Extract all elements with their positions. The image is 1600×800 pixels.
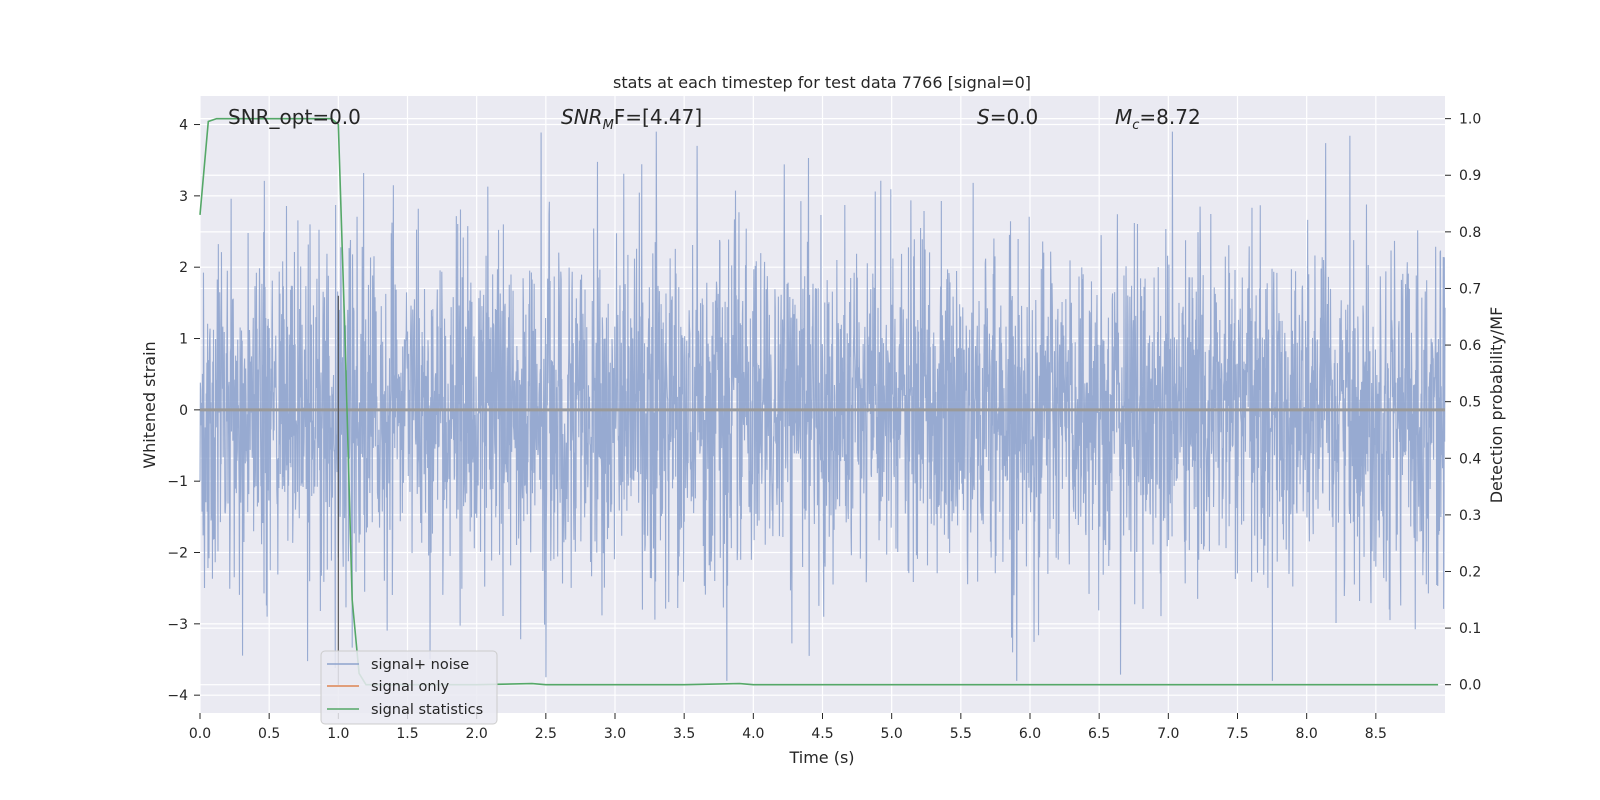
y-left-tick-label-5: 1: [179, 332, 188, 348]
y-right-tick-label-9: 0.9: [1459, 168, 1481, 184]
x-tick-label-8: 4.0: [742, 726, 764, 742]
y-right-tick-label-10: 1.0: [1459, 112, 1481, 128]
annotation-snr-mf-main: SNR: [561, 105, 603, 129]
y-left-tick-label-8: 4: [179, 118, 188, 134]
series-signal-noise: [199, 131, 1446, 681]
x-tick-label-4: 2.0: [466, 726, 488, 742]
y-right-tick-label-4: 0.4: [1459, 451, 1481, 467]
x-tick-label-13: 6.5: [1088, 726, 1110, 742]
annotation-mc-rest: =8.72: [1139, 105, 1200, 129]
legend-label-signal-noise: signal+ noise: [371, 657, 469, 673]
x-tick-label-5: 2.5: [535, 726, 557, 742]
series-signal-noise-line: [199, 131, 1446, 681]
x-tick-label-2: 1.0: [327, 726, 349, 742]
annotation-snr-mf-sub: M: [603, 118, 614, 133]
y-right-tick-label-5: 0.5: [1459, 395, 1481, 411]
y-left-tick-label-6: 2: [179, 260, 188, 276]
annotation-s-rest: =0.0: [990, 105, 1039, 129]
legend-label-signal-only: signal only: [371, 679, 450, 695]
y-right-tick-label-0: 0.0: [1459, 678, 1481, 694]
y-right-tick-label-1: 0.1: [1459, 621, 1481, 637]
annotation-snr-opt: SNR_opt=0.0: [228, 105, 361, 129]
y-left-tick-label-1: −3: [167, 617, 188, 633]
x-tick-label-16: 8.0: [1296, 726, 1318, 742]
x-axis-label: Time (s): [788, 748, 854, 767]
y-right-tick-label-8: 0.8: [1459, 225, 1481, 241]
legend-label-signal-statistics: signal statistics: [371, 702, 483, 718]
y-axis-left-ticks: −4 −3 −2 −1 0 1 2 3 4: [167, 118, 200, 704]
x-tick-label-7: 3.5: [673, 726, 695, 742]
y-left-tick-label-7: 3: [179, 189, 188, 205]
x-tick-label-10: 5.0: [881, 726, 903, 742]
y-left-tick-label-0: −4: [167, 688, 188, 704]
x-tick-label-12: 6.0: [1019, 726, 1041, 742]
x-tick-label-17: 8.5: [1365, 726, 1387, 742]
x-tick-label-6: 3.0: [604, 726, 626, 742]
annotation-snr-mf-rest: F=[4.47]: [614, 105, 702, 129]
annotation-s-main: S: [977, 105, 990, 129]
annotation-s: S=0.0: [977, 105, 1038, 129]
x-tick-label-14: 7.0: [1157, 726, 1179, 742]
y-right-tick-label-3: 0.3: [1459, 508, 1481, 524]
y-left-tick-label-4: 0: [179, 403, 188, 419]
y-left-tick-label-3: −1: [167, 474, 188, 490]
y-left-tick-label-2: −2: [167, 546, 188, 562]
y-axis-right-ticks: 0.0 0.1 0.2 0.3 0.4 0.5 0.6 0.7 0.8 0.9 1.0: [1445, 112, 1481, 694]
y-axis-right-label: Detection probability/MF: [1487, 307, 1506, 504]
y-axis-left-label: Whitened strain: [140, 341, 159, 468]
legend: signal+ noise signal only signal statist…: [320, 650, 498, 725]
x-tick-label-11: 5.5: [950, 726, 972, 742]
x-axis-ticks: 0.0 0.5 1.0 1.5 2.0 2.5 3.0 3.5 4.0 4.5 5.0 5.5 6.0 6…: [189, 713, 1387, 742]
annotation-mc-main: M: [1115, 105, 1132, 129]
x-tick-label-1: 0.5: [258, 726, 280, 742]
y-right-tick-label-2: 0.2: [1459, 564, 1481, 580]
x-tick-label-15: 7.5: [1226, 726, 1248, 742]
x-tick-label-9: 4.5: [811, 726, 833, 742]
y-right-tick-label-6: 0.6: [1459, 338, 1481, 354]
legend-box: [320, 650, 498, 725]
x-tick-label-0: 0.0: [189, 726, 211, 742]
chart-title: stats at each timestep for test data 776…: [613, 73, 1031, 92]
annotation-mc-sub: c: [1132, 118, 1139, 133]
x-tick-label-3: 1.5: [396, 726, 418, 742]
y-right-tick-label-7: 0.7: [1459, 281, 1481, 297]
annotation-snr-mf: SNRMF=[4.47]: [561, 105, 702, 133]
annotation-mc: Mc=8.72: [1115, 105, 1201, 133]
